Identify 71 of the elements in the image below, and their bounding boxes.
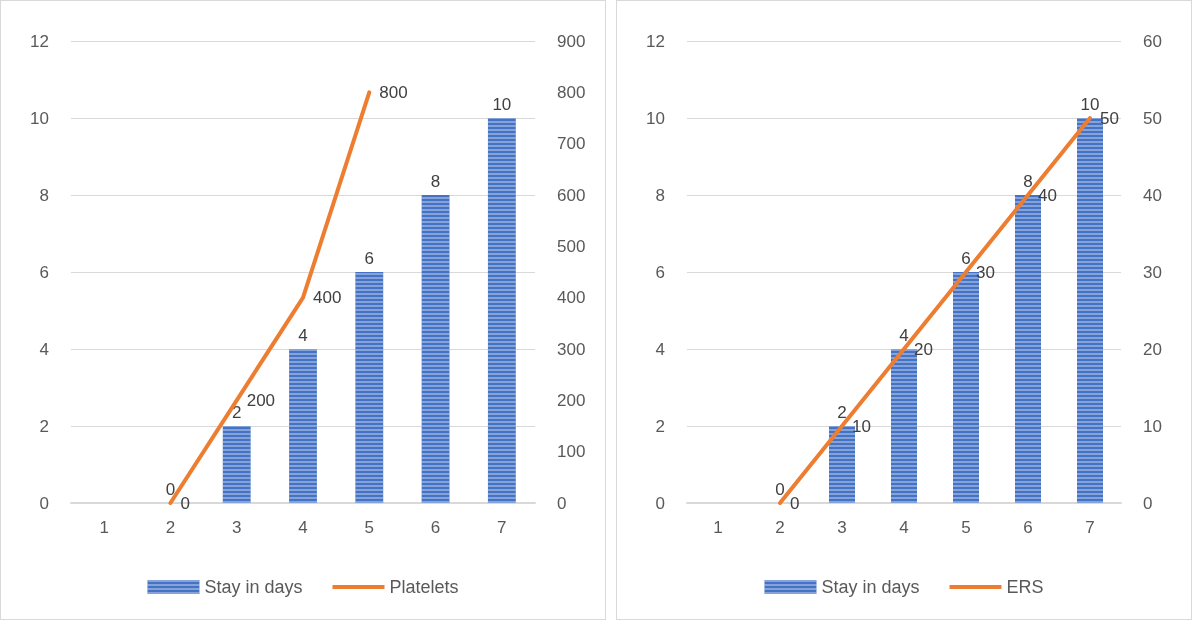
y2-tick-label: 40 [1143, 185, 1162, 205]
y-tick-label: 12 [30, 31, 49, 51]
y2-tick-label: 700 [557, 134, 586, 154]
y2-tick-label: 500 [557, 236, 586, 256]
y-tick-label: 2 [39, 416, 49, 436]
y-tick-label: 6 [39, 262, 49, 282]
data-label: 0 [165, 480, 176, 499]
y-tick-label: 4 [655, 339, 665, 359]
y-tick-label: 8 [655, 185, 665, 205]
data-label: 10 [1080, 95, 1100, 114]
y2-tick-label: 0 [557, 493, 567, 513]
x-tick-label: 5 [364, 518, 375, 537]
x-tick-label: 7 [1085, 518, 1095, 537]
data-label: 30 [976, 262, 995, 282]
x-tick-label: 4 [298, 518, 308, 537]
x-tick-label: 3 [231, 518, 242, 537]
legend-label: Stay in days [204, 577, 303, 597]
data-label: 800 [379, 82, 408, 102]
y-tick-label: 6 [655, 262, 665, 282]
y2-tick-label: 20 [1143, 339, 1162, 359]
x-tick-label: 1 [713, 518, 723, 537]
data-label: 4 [298, 326, 308, 345]
y-tick-label: 8 [39, 185, 49, 205]
y2-tick-label: 100 [557, 442, 586, 462]
data-label: 0 [790, 493, 800, 513]
y-tick-label: 10 [646, 108, 665, 128]
y2-tick-label: 400 [557, 288, 586, 308]
data-label: 0 [180, 493, 190, 513]
legend-label: ERS [1006, 577, 1044, 597]
x-tick-label: 6 [430, 518, 441, 537]
data-label: 2 [231, 403, 242, 422]
y2-tick-label: 60 [1143, 31, 1162, 51]
legend-label: Platelets [389, 577, 459, 597]
x-tick-label: 5 [961, 518, 971, 537]
data-label: 50 [1100, 108, 1119, 128]
x-tick-label: 6 [1023, 518, 1033, 537]
y2-tick-label: 900 [557, 31, 586, 51]
y-tick-label: 2 [655, 416, 665, 436]
y2-tick-label: 50 [1143, 108, 1162, 128]
data-label: 2 [837, 403, 847, 422]
data-label: 0 [775, 480, 785, 499]
y2-tick-label: 30 [1143, 262, 1162, 282]
data-label: 10 [492, 95, 512, 114]
data-label: 6 [961, 249, 971, 268]
y2-tick-label: 600 [557, 185, 586, 205]
y-tick-label: 0 [655, 493, 665, 513]
x-tick-label: 7 [497, 518, 507, 537]
y2-tick-label: 0 [1143, 493, 1153, 513]
y-tick-label: 4 [39, 339, 49, 359]
y-tick-label: 12 [646, 31, 665, 51]
x-tick-label: 1 [99, 518, 109, 537]
data-label: 6 [364, 249, 375, 268]
legend-label: Stay in days [821, 577, 920, 597]
y2-tick-label: 800 [557, 82, 586, 102]
data-label: 4 [899, 326, 909, 345]
x-tick-label: 3 [837, 518, 847, 537]
data-label: 40 [1038, 185, 1057, 205]
data-label: 8 [430, 172, 441, 191]
y2-tick-label: 10 [1143, 416, 1162, 436]
y2-tick-label: 200 [557, 390, 586, 410]
data-label: 400 [313, 288, 342, 308]
y-tick-label: 10 [30, 108, 49, 128]
x-tick-label: 4 [899, 518, 909, 537]
y2-tick-label: 300 [557, 339, 586, 359]
data-label: 8 [1023, 172, 1033, 191]
data-label: 200 [246, 390, 276, 410]
y-tick-label: 0 [39, 493, 49, 513]
x-tick-label: 2 [165, 518, 176, 537]
data-label: 20 [914, 339, 933, 359]
data-label: 10 [852, 416, 871, 436]
x-tick-label: 2 [775, 518, 785, 537]
